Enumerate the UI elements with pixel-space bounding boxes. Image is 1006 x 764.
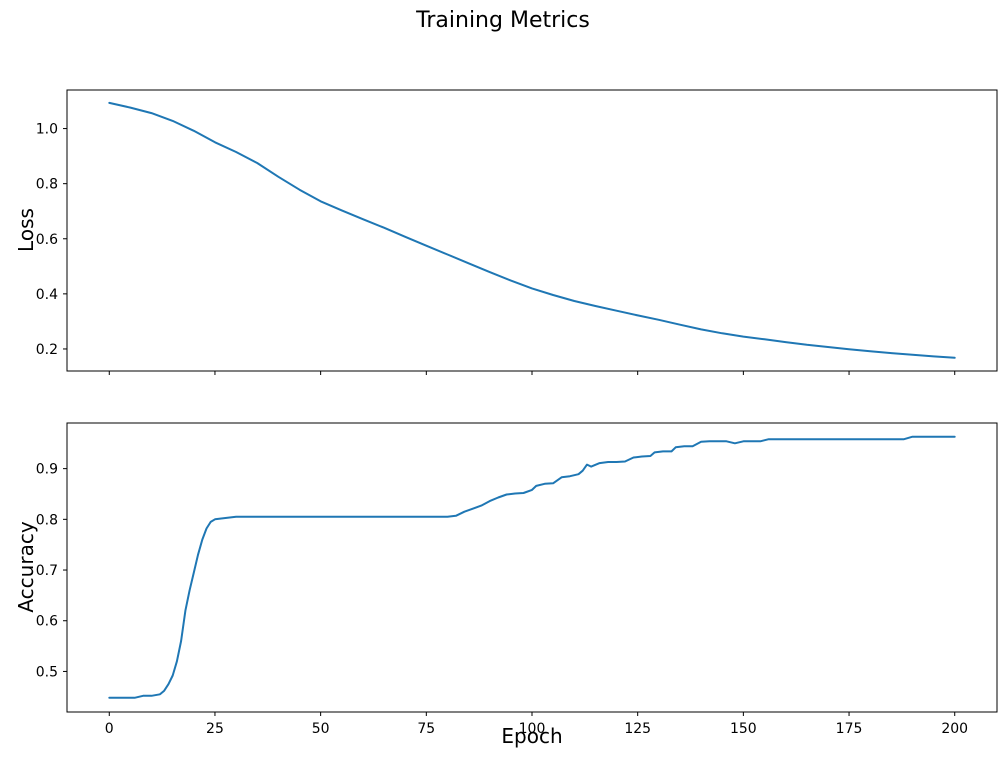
loss-y-tick-label: 0.2 [36,342,58,358]
accuracy-x-tick-label: 100 [519,721,546,737]
loss-y-axis-label: Loss [14,208,38,252]
accuracy-y-tick-label: 0.8 [36,512,58,528]
loss-curve [108,101,956,359]
accuracy-y-tick-label: 0.6 [36,614,58,630]
accuracy-x-tick-label: 50 [312,721,330,737]
accuracy-x-tick-label: 200 [941,721,968,737]
loss-y-tick-label: 0.4 [36,287,58,303]
accuracy-axes-frame [66,422,998,713]
accuracy-x-tick-label: 25 [206,721,224,737]
x-axis-label: Epoch [501,724,563,748]
accuracy-x-tick-label: 125 [624,721,651,737]
accuracy-y-tick-label: 0.9 [36,462,58,478]
accuracy-x-tick-label: 175 [836,721,863,737]
accuracy-y-tick-label: 0.5 [36,664,58,680]
accuracy-x-tick-label: 150 [730,721,757,737]
accuracy-curve [108,435,956,699]
accuracy-x-tick-label: 0 [105,721,114,737]
accuracy-y-tick-label: 0.7 [36,563,58,579]
loss-y-tick-label: 0.8 [36,177,58,193]
loss-y-tick-label: 1.0 [36,122,58,138]
loss-axes-frame [66,89,998,372]
figure-title: Training Metrics [416,8,590,33]
loss-y-tick-label: 0.6 [36,232,58,248]
accuracy-x-tick-label: 75 [417,721,435,737]
accuracy-y-axis-label: Accuracy [14,521,38,613]
